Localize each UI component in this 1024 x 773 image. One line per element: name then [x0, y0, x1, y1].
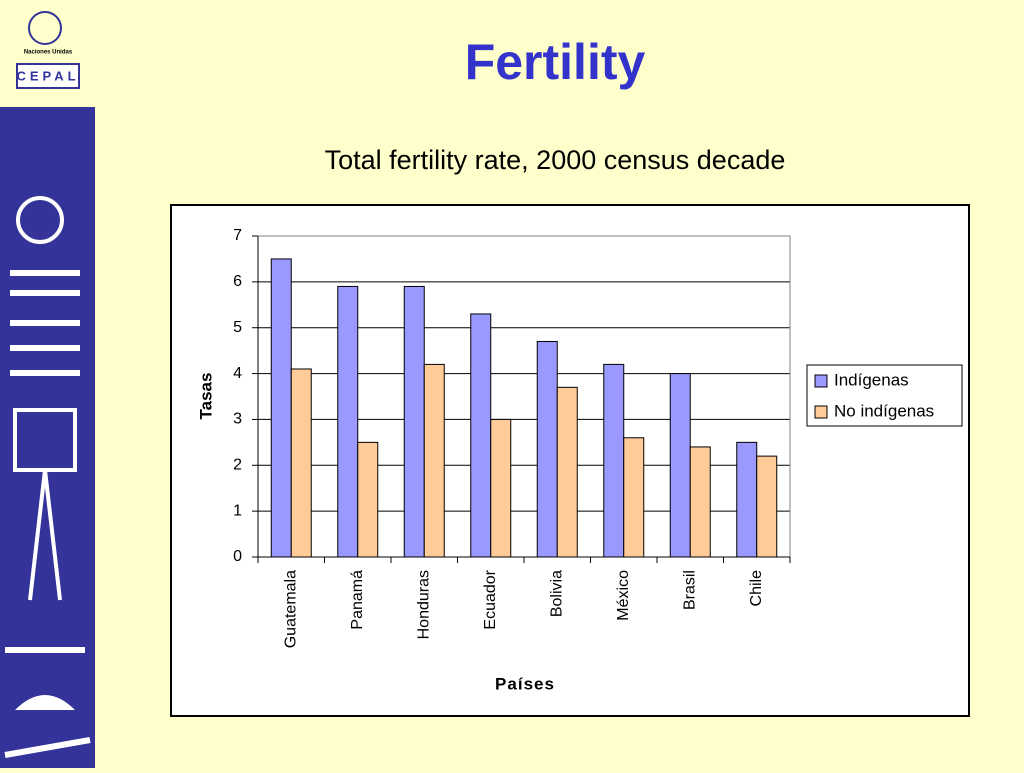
logo-emblem — [28, 11, 62, 45]
logo-org: Naciones Unidas — [24, 50, 73, 56]
bar — [623, 437, 645, 558]
legend-swatch — [814, 405, 828, 419]
x-tick-label: México — [615, 570, 632, 621]
y-tick-label: 4 — [233, 365, 242, 382]
y-tick-label: 5 — [233, 319, 242, 336]
bar — [270, 258, 292, 558]
bar — [669, 373, 691, 558]
bar — [536, 340, 558, 558]
x-tick-label: Guatemala — [282, 570, 299, 648]
legend-box — [806, 364, 963, 427]
bar — [756, 455, 778, 558]
bar — [357, 441, 379, 558]
bar — [689, 446, 711, 558]
y-tick-label: 1 — [233, 502, 242, 519]
sidebar-decoration — [4, 196, 91, 758]
y-tick-label: 7 — [233, 227, 242, 244]
bar — [290, 368, 312, 558]
x-tick-label: Chile — [748, 570, 765, 607]
bar — [423, 363, 445, 558]
slide-title: Fertility — [465, 34, 646, 90]
x-tick-label: Brasil — [681, 570, 698, 610]
x-tick-label: Ecuador — [482, 569, 499, 629]
bar — [337, 285, 359, 558]
legend-swatch — [814, 374, 828, 388]
logo-box — [16, 63, 80, 89]
y-tick-label: 0 — [233, 548, 242, 565]
x-axis-label: Países — [495, 674, 555, 693]
bar — [603, 363, 625, 558]
y-tick-label: 6 — [233, 273, 242, 290]
legend-label: Indígenas — [834, 370, 909, 389]
y-tick-label: 2 — [233, 457, 242, 474]
legend-label: No indígenas — [834, 401, 934, 420]
bar — [470, 313, 492, 558]
bar — [556, 386, 578, 558]
bar — [403, 285, 425, 558]
chart-subtitle: Total fertility rate, 2000 census decade — [325, 145, 786, 175]
bar — [490, 418, 512, 558]
y-tick-label: 3 — [233, 411, 242, 428]
y-axis-label: Tasas — [196, 373, 215, 420]
x-tick-label: Bolivia — [548, 570, 565, 617]
x-tick-label: Panamá — [349, 570, 366, 630]
logo-name: CEPAL — [16, 68, 79, 83]
x-tick-label: Honduras — [415, 570, 432, 639]
bar — [736, 441, 758, 558]
